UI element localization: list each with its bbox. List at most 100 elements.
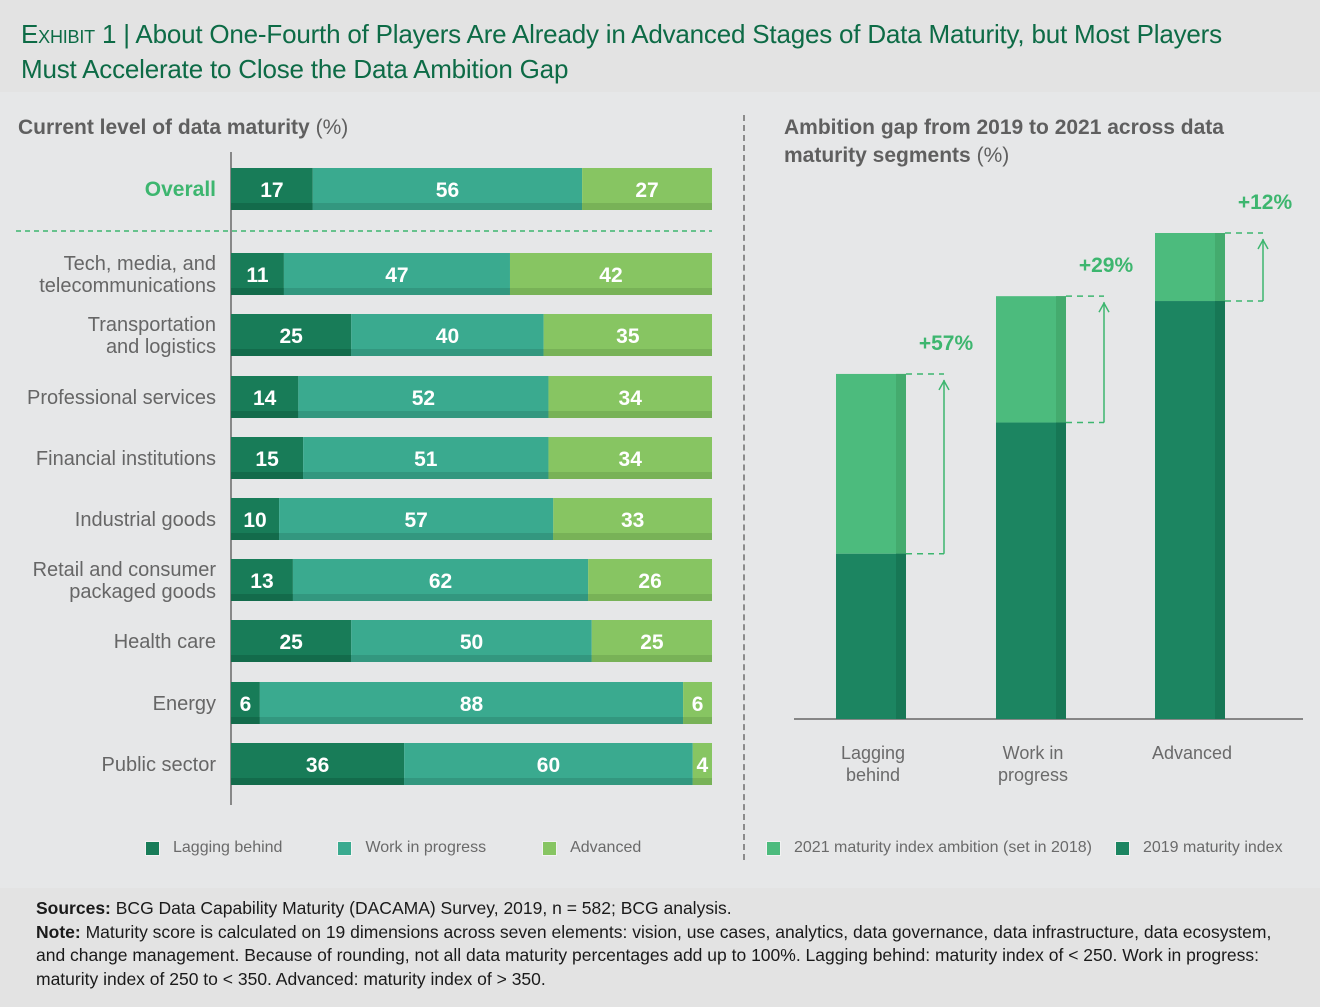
- bar-index-2019-shade: [1056, 422, 1066, 719]
- bar-ambition-2021: [996, 296, 1066, 423]
- bar-segment-shadow: [351, 655, 592, 662]
- category-label: packaged goods: [69, 581, 216, 603]
- bar-index-2019: [996, 422, 1066, 719]
- legend-label-lagging: Lagging behind: [173, 839, 283, 856]
- x-category-label: behind: [846, 765, 900, 785]
- bar-value-label: 56: [436, 179, 459, 202]
- category-label: Transportation: [88, 314, 216, 336]
- bar-segment-shadow: [692, 778, 712, 785]
- left-legend: Lagging behind Work in progress Advanced: [145, 839, 641, 857]
- bar-segment-shadow: [591, 655, 712, 662]
- x-category-label: Work in: [1003, 743, 1064, 763]
- bar-segment-shadow: [404, 778, 693, 785]
- bar-ambition-2021: [1155, 233, 1225, 302]
- bar-value-label: 6: [240, 693, 252, 716]
- category-label: Retail and consumer: [33, 559, 217, 581]
- panel-divider: [743, 115, 745, 860]
- bar-value-label: 33: [621, 509, 644, 532]
- bar-segment-shadow: [231, 778, 405, 785]
- category-label: Health care: [114, 631, 216, 653]
- legend-item-advanced: Advanced: [542, 839, 641, 857]
- category-label: Energy: [153, 693, 216, 715]
- bar-segment-shadow: [231, 655, 352, 662]
- legend-item-lagging: Lagging behind: [145, 839, 282, 857]
- bar-value-label: 13: [250, 570, 273, 593]
- bar-value-label: 50: [460, 631, 483, 654]
- sources-text: BCG Data Capability Maturity (DACAMA) Su…: [110, 898, 732, 918]
- category-label: Financial institutions: [36, 448, 216, 470]
- maturity-stacked-bar-chart: Overall 17 56 27 Tech, media, andtelecommuni…: [16, 152, 712, 805]
- bar-value-label: 15: [255, 448, 279, 471]
- legend-swatch-advanced: [542, 840, 558, 856]
- left-chart-title-unit: (%): [315, 116, 349, 139]
- bar-value-label: 47: [385, 264, 408, 287]
- right-chart-title-unit: (%): [976, 144, 1010, 167]
- category-label: Overall: [145, 178, 216, 201]
- source-notes: Sources: BCG Data Capability Maturity (D…: [36, 897, 1286, 991]
- bar-value-label: 25: [640, 631, 664, 654]
- bar-segment-advanced: [692, 743, 712, 785]
- bar-segment-shadow: [231, 411, 299, 418]
- bar-value-label: 6: [692, 693, 704, 716]
- legend-swatch-lagging: [145, 840, 160, 856]
- bar-value-label: 25: [279, 325, 303, 348]
- bar-value-label: 17: [260, 179, 283, 202]
- x-category-label: Lagging: [841, 743, 905, 763]
- bar-value-label: 42: [599, 264, 622, 287]
- bar-value-label: 57: [405, 509, 428, 532]
- category-label: Public sector: [102, 754, 217, 776]
- bar-ambition-2021-shade: [1215, 233, 1225, 302]
- bar-segment-shadow: [231, 349, 352, 356]
- note-label: Note:: [36, 921, 81, 942]
- legend-label-advanced: Advanced: [570, 839, 642, 856]
- bar-segment-shadow: [231, 533, 280, 540]
- legend-label-index-2019: 2019 maturity index: [1142, 839, 1283, 856]
- bar-segment-shadow: [279, 533, 554, 540]
- bar-value-label: 52: [412, 387, 435, 410]
- right-legend: 2021 maturity index ambition (set in 201…: [766, 839, 1283, 857]
- bar-segment-shadow: [292, 594, 589, 601]
- left-chart-title: Current level of data maturity (%): [18, 114, 348, 142]
- bar-ambition-2021-shade: [1056, 296, 1066, 423]
- bar-segment-shadow: [231, 472, 304, 479]
- gap-arrow-head-icon: [938, 379, 950, 391]
- category-label: Industrial goods: [75, 509, 216, 531]
- bar-segment-shadow: [553, 533, 712, 540]
- legend-item-index-2019: 2019 maturity index: [1114, 839, 1283, 857]
- legend-swatch-wip: [337, 840, 353, 856]
- title-separator: |: [123, 19, 130, 49]
- bar-value-label: 27: [635, 179, 658, 202]
- bar-index-2019: [1155, 301, 1225, 719]
- bar-value-label: 36: [306, 754, 329, 777]
- x-category-label: Advanced: [1152, 743, 1232, 763]
- bar-segment-shadow: [231, 594, 293, 601]
- exhibit-title: Exhibit 1 | About One-Fourth of Players …: [21, 17, 1281, 87]
- bar-value-label: 51: [414, 448, 438, 471]
- bar-value-label: 26: [638, 570, 661, 593]
- category-label: telecommunications: [39, 275, 216, 297]
- note-text: Maturity score is calculated on 19 dimen…: [36, 921, 1272, 989]
- bar-segment-shadow: [683, 717, 712, 724]
- left-chart-title-text: Current level of data maturity: [18, 116, 310, 139]
- bar-segment-shadow: [588, 594, 712, 601]
- bar-segment-shadow: [582, 203, 712, 210]
- bar-index-2019: [836, 553, 906, 719]
- legend-label-ambition-2021: 2021 maturity index ambition (set in 201…: [794, 839, 1092, 856]
- bar-value-label: 40: [436, 325, 459, 348]
- gap-label: +29%: [1079, 254, 1134, 277]
- bar-segment-shadow: [548, 472, 712, 479]
- title-text: About One-Fourth of Players Are Already …: [21, 19, 1222, 84]
- right-chart-title: Ambition gap from 2019 to 2021 across da…: [784, 114, 1284, 170]
- exhibit-label: Exhibit 1: [21, 19, 117, 49]
- right-chart-title-text: Ambition gap from 2019 to 2021 across da…: [784, 116, 1224, 167]
- bar-segment-shadow: [303, 472, 549, 479]
- bar-ambition-2021-shade: [896, 373, 906, 554]
- bar-segment-shadow: [298, 411, 549, 418]
- bar-segment-shadow: [312, 203, 583, 210]
- bar-ambition-2021: [836, 373, 906, 554]
- bar-segment-shadow: [231, 288, 284, 295]
- bar-index-2019-shade: [1215, 301, 1225, 719]
- category-label: Tech, media, and: [64, 253, 216, 275]
- note-line: Note: Maturity score is calculated on 19…: [36, 921, 1286, 992]
